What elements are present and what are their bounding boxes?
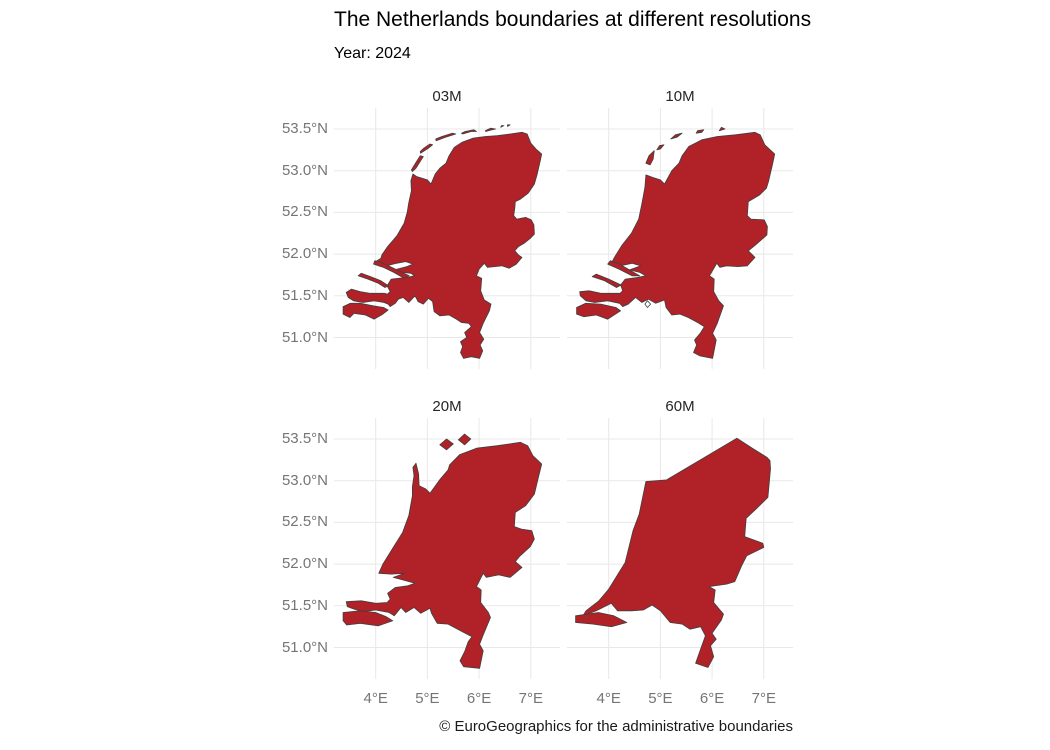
boundary-polygon-vlieland [419, 143, 433, 154]
boundary-polygon-zeeuws-vlaanderen [342, 302, 389, 320]
y-axis-tick-label: 53.0°N [281, 161, 328, 179]
x-axis-tick-label: 4°E [596, 690, 621, 707]
map-panel-03m [334, 108, 560, 369]
x-axis-tick-label: 6°E [699, 690, 725, 707]
y-axis-tick-label: 51.5°N [281, 596, 328, 614]
boundary-polygon-schiermonnikoog [718, 126, 726, 132]
x-axis-tick-label: 4°E [363, 690, 388, 707]
plot-title: The Netherlands boundaries at different … [334, 8, 812, 31]
map-panel-10m [567, 108, 793, 369]
y-axis-tick-label: 52.5°N [281, 513, 328, 531]
y-axis-tick-label: 52.5°N [281, 203, 328, 221]
boundary-polygon-terschelling [435, 132, 457, 142]
boundary-polygon-ameland [695, 129, 705, 134]
boundary-polygon-island-diamond-1 [439, 438, 454, 451]
y-axis-tick-label: 53.5°N [281, 120, 328, 137]
boundary-polygon-mainland [345, 441, 543, 669]
boundary-polygon-goeree [607, 260, 641, 277]
map-panel-60m [567, 418, 793, 679]
boundary-polygon-vlieland [656, 144, 665, 151]
boundary-polygon-mainland [582, 437, 771, 668]
map-panel-20m [334, 418, 560, 679]
facet-strip-60m: 60M [665, 398, 695, 415]
boundary-polygon-terschelling [670, 132, 683, 140]
x-axis-tick-label: 6°E [466, 690, 492, 707]
y-axis-tick-label: 51.5°N [281, 286, 328, 304]
y-axis-tick-label: 51.0°N [281, 638, 328, 656]
boundary-polygon-islet-1 [500, 125, 505, 128]
x-axis-tick-label: 5°E [415, 690, 440, 707]
x-axis-tick-label: 7°E [518, 690, 543, 707]
plot-subtitle: Year: 2024 [334, 45, 411, 62]
facet-strip-03m: 03M [432, 88, 462, 105]
enclave-hole-baarle-enclave [644, 300, 651, 308]
y-axis-tick-label: 51.0°N [281, 328, 328, 346]
y-axis-tick-label: 53.5°N [281, 430, 328, 447]
x-axis-tick-label: 7°E [751, 690, 776, 707]
boundary-polygon-schiermonnikoog [484, 127, 497, 132]
boundary-polygon-islet-2 [507, 124, 511, 127]
boundary-polygon-mainland [579, 131, 776, 359]
boundary-polygon-texel [411, 155, 424, 172]
facet-strip-20m: 20M [432, 398, 462, 415]
boundary-polygon-zeeuws-vlaanderen [575, 612, 628, 628]
facet-strip-10m: 10M [665, 88, 695, 105]
boundary-polygon-ameland [461, 129, 477, 135]
boundary-polygon-texel [645, 150, 655, 166]
boundary-polygon-mainland [345, 131, 543, 359]
y-axis-tick-label: 52.0°N [281, 245, 328, 263]
boundary-polygon-schouwen [357, 272, 389, 288]
boundary-polygon-zeeuws-vlaanderen [576, 302, 621, 320]
boundary-polygon-schouwen [591, 273, 622, 288]
boundary-polygon-island-diamond-2 [458, 433, 472, 446]
boundary-polygon-goeree [373, 260, 410, 279]
boundary-polygon-zeeuws-vlaanderen [342, 610, 394, 627]
plot-caption: © EuroGeographics for the administrative… [439, 718, 793, 735]
y-axis-tick-label: 52.0°N [281, 555, 328, 573]
y-axis-tick-label: 53.0°N [281, 471, 328, 489]
x-axis-tick-label: 5°E [648, 690, 673, 707]
